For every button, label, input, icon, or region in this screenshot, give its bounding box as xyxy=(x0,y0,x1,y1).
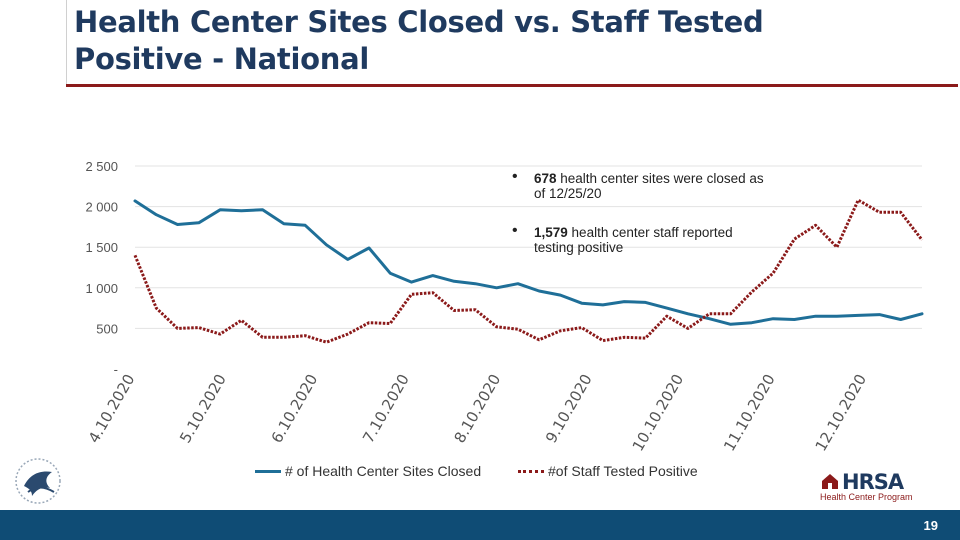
hrsa-logo: HRSA Health Center Program xyxy=(820,470,940,504)
x-tick-label: 10.10.2020 xyxy=(629,371,688,454)
y-tick-label: 1 500 xyxy=(85,240,118,255)
annotation-staff-value: 1,579 xyxy=(534,225,568,240)
page-title: Health Center Sites Closed vs. Staff Tes… xyxy=(74,5,764,76)
legend-swatch-staff xyxy=(518,469,544,473)
house-icon xyxy=(822,474,838,489)
x-tick-label: 11.10.2020 xyxy=(720,371,779,454)
hhs-eagle-logo-icon xyxy=(15,458,61,504)
y-tick-label: 1 000 xyxy=(85,281,118,296)
annotation-sites-value: 678 xyxy=(534,171,557,186)
x-tick-label: 4.10.2020 xyxy=(85,371,139,446)
x-tick-label: 8.10.2020 xyxy=(451,371,505,446)
legend-item-sites-closed: # of Health Center Sites Closed xyxy=(255,463,481,479)
y-tick-label: 2 000 xyxy=(85,200,118,215)
legend-label-staff: #of Staff Tested Positive xyxy=(548,463,698,479)
x-tick-label: 6.10.2020 xyxy=(268,371,322,446)
hrsa-logo-text: HRSA xyxy=(842,470,904,494)
title-underline xyxy=(66,84,958,87)
bullet-icon: • xyxy=(512,168,518,185)
annotation-sites-closed: • 678 health center sites were closed as… xyxy=(512,169,774,202)
x-axis-ticks: 4.10.2020 5.10.2020 6.10.2020 7.10.2020 8.10… xyxy=(85,371,870,454)
x-tick-label: 9.10.2020 xyxy=(542,371,596,446)
hrsa-logo-subtitle: Health Center Program xyxy=(820,492,913,502)
chart-gridlines xyxy=(135,165,922,329)
y-axis-ticks: - 500 1 000 1 500 2 000 2 500 xyxy=(85,159,118,377)
bullet-icon: • xyxy=(512,222,518,239)
page-number: 19 xyxy=(923,518,938,533)
legend-item-staff-positive: #of Staff Tested Positive xyxy=(518,463,698,479)
chart-series xyxy=(133,198,924,344)
x-tick-label: 12.10.2020 xyxy=(812,371,871,454)
series-line-sites-closed xyxy=(133,199,924,326)
legend-label-sites: # of Health Center Sites Closed xyxy=(285,463,482,479)
x-tick-label: 5.10.2020 xyxy=(176,371,230,446)
legend-swatch-sites xyxy=(255,469,281,473)
x-tick-label: 7.10.2020 xyxy=(359,371,413,446)
y-tick-label: 500 xyxy=(96,321,118,336)
y-tick-label: - xyxy=(114,362,118,377)
annotation-staff-text: health center staff reported testing pos… xyxy=(534,225,733,255)
line-chart: - 500 1 000 1 500 2 000 2 500 4.10.2020 5.10.2… xyxy=(85,159,924,454)
title-divider-vertical xyxy=(66,0,67,86)
y-tick-label: 2 500 xyxy=(85,159,118,174)
footer-bar: 19 xyxy=(0,510,960,540)
annotation-staff-positive: • 1,579 health center staff reported tes… xyxy=(512,223,774,256)
annotation-sites-text: health center sites were closed as of 12… xyxy=(534,171,764,201)
series-line-staff-positive xyxy=(133,198,924,344)
